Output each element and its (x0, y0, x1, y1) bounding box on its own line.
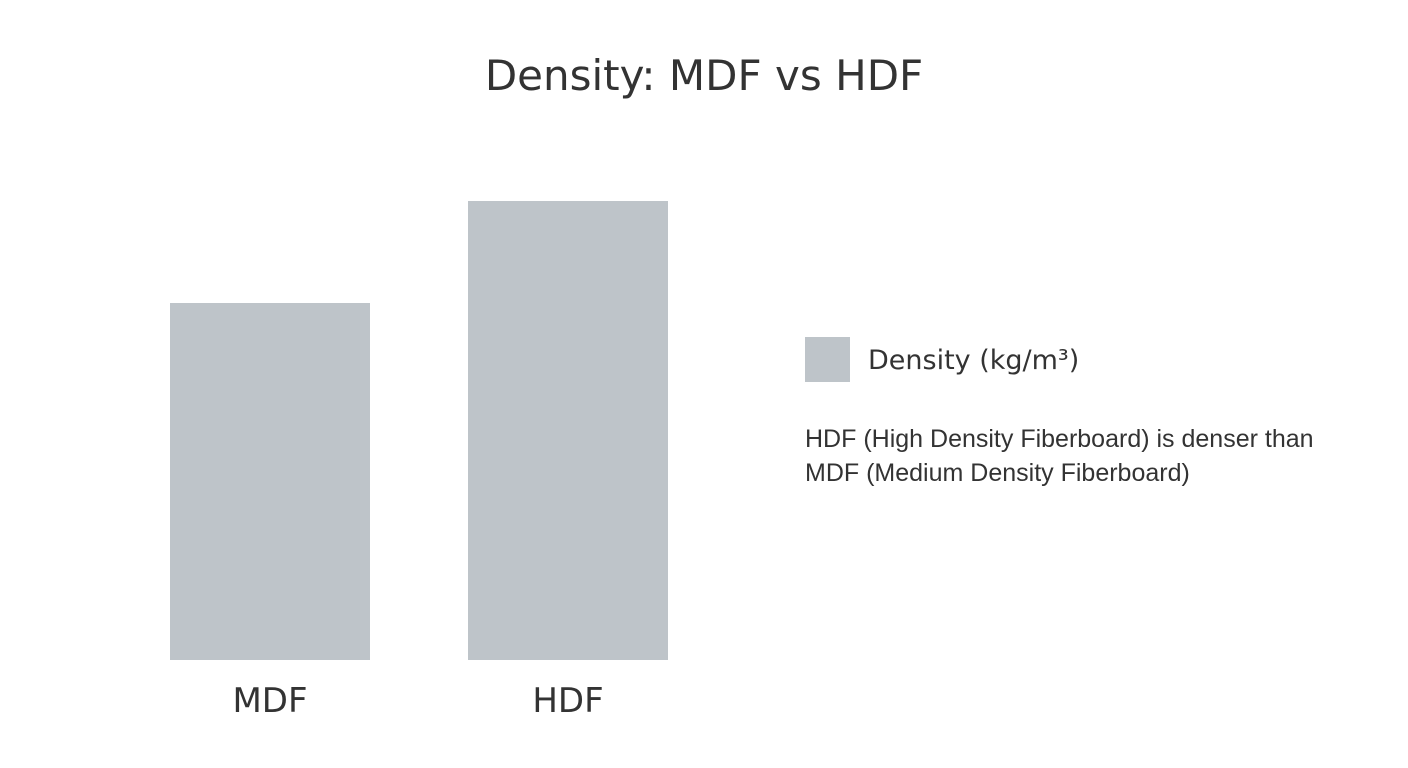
bars-group (170, 201, 668, 660)
bar-mdf (170, 303, 370, 660)
x-tick-labels: MDF HDF (232, 681, 603, 721)
chart-title: Density: MDF vs HDF (485, 51, 923, 100)
bar-hdf (468, 201, 668, 660)
chart-annotation: HDF (High Density Fiberboard) is denser … (805, 425, 1314, 487)
legend-swatch (805, 337, 850, 382)
x-tick-label-hdf: HDF (532, 681, 603, 721)
x-tick-label-mdf: MDF (232, 681, 307, 721)
legend: Density (kg/m³) (805, 337, 1079, 382)
legend-label: Density (kg/m³) (868, 345, 1079, 376)
